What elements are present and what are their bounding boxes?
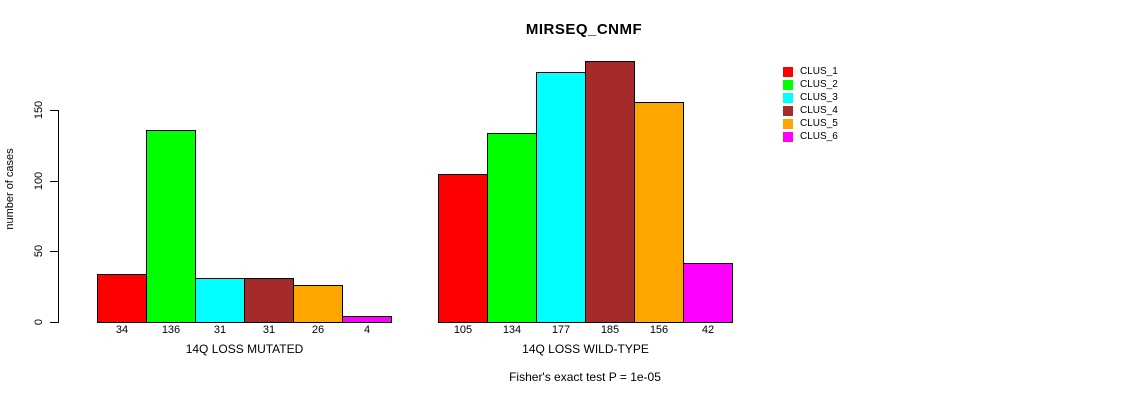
bar-value-label: 31 (262, 324, 276, 336)
y-axis-tick-label: 50 (33, 244, 45, 258)
bar-value-label: 134 (502, 324, 522, 336)
legend-swatch-clus_2 (783, 79, 793, 90)
legend-item: CLUS_1 (783, 65, 838, 78)
chart-title: MIRSEQ_CNMF (525, 21, 643, 38)
bar-value-label: 136 (161, 324, 181, 336)
legend-item: CLUS_6 (783, 130, 838, 143)
legend-item: CLUS_2 (783, 78, 838, 91)
bar-value-label: 34 (115, 324, 129, 336)
bar-clus_1-group1 (97, 274, 147, 323)
y-axis-tick-label: 0 (33, 318, 45, 326)
fisher-test-annotation: Fisher's exact test P = 1e-05 (509, 370, 661, 384)
bar-clus_4-group1 (244, 278, 294, 323)
x-group-label: 14Q LOSS WILD-TYPE (522, 342, 649, 356)
y-axis-tick (50, 110, 58, 111)
bar-clus_6-group2 (683, 263, 733, 323)
bar-value-label: 31 (213, 324, 227, 336)
legend-swatch-clus_4 (783, 105, 793, 116)
y-axis-tick-label: 100 (33, 171, 45, 191)
bar-clus_5-group2 (634, 102, 684, 323)
y-axis-tick (50, 181, 58, 182)
bar-value-label: 26 (311, 324, 325, 336)
bar-clus_1-group2 (438, 174, 488, 323)
legend-label: CLUS_5 (800, 118, 838, 129)
legend-swatch-clus_6 (783, 131, 793, 142)
bar-clus_6-group1 (342, 316, 392, 323)
legend-item: CLUS_5 (783, 117, 838, 130)
bar-value-label: 105 (453, 324, 473, 336)
bar-value-label: 177 (551, 324, 571, 336)
bar-value-label: 185 (600, 324, 620, 336)
legend-swatch-clus_5 (783, 118, 793, 129)
legend-item: CLUS_3 (783, 91, 838, 104)
y-axis-line (58, 110, 59, 323)
legend-label: CLUS_3 (800, 92, 838, 103)
bar-clus_2-group1 (146, 130, 196, 323)
y-axis-tick-label: 150 (33, 100, 45, 120)
bar-clus_5-group1 (293, 285, 343, 323)
legend-item: CLUS_4 (783, 104, 838, 117)
bar-clus_4-group2 (585, 61, 635, 323)
bar-clus_2-group2 (487, 133, 537, 323)
legend-label: CLUS_2 (800, 79, 838, 90)
legend-swatch-clus_3 (783, 92, 793, 103)
x-group-label: 14Q LOSS MUTATED (185, 342, 304, 356)
legend-label: CLUS_1 (800, 66, 838, 77)
bar-value-label: 42 (701, 324, 715, 336)
bar-clus_3-group1 (195, 278, 245, 323)
bar-value-label: 156 (649, 324, 669, 336)
bar-value-label: 4 (363, 324, 371, 336)
legend-label: CLUS_6 (800, 131, 838, 142)
bar-clus_3-group2 (536, 72, 586, 323)
legend: CLUS_1 CLUS_2 CLUS_3 CLUS_4 CLUS_5 CLUS_6 (783, 65, 838, 143)
legend-label: CLUS_4 (800, 105, 838, 116)
y-axis-title: number of cases (4, 148, 16, 230)
y-axis-tick (50, 322, 58, 323)
y-axis-tick (50, 251, 58, 252)
legend-swatch-clus_1 (783, 66, 793, 77)
